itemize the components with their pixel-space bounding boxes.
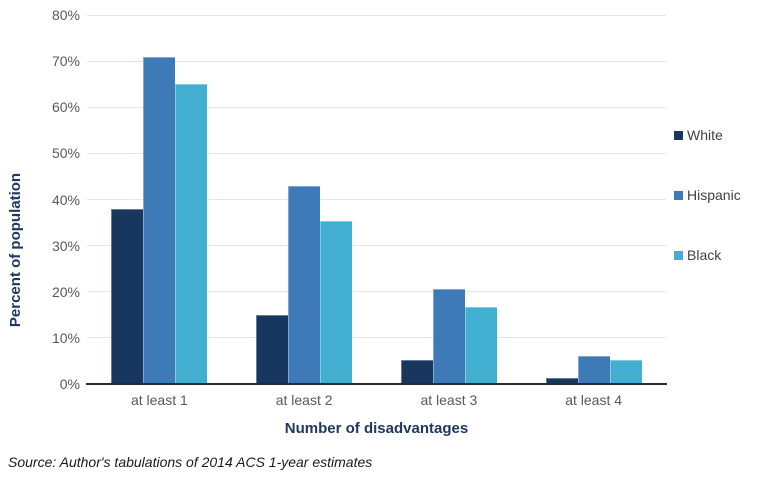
bar-black-at-least-1: [175, 84, 208, 384]
gridline-60: [87, 106, 666, 108]
bar-white-at-least-3: [400, 359, 433, 384]
bar-white-at-least-1: [111, 208, 144, 384]
legend-item-black: Black: [674, 247, 721, 264]
legend-item-white: White: [674, 127, 723, 144]
bar-hispanic-at-least-1: [143, 56, 176, 384]
y-tick-label-20: 20%: [51, 283, 80, 300]
gridline-40: [87, 199, 666, 200]
gridline-30: [87, 245, 666, 247]
bar-black-at-least-4: [609, 360, 642, 384]
y-tick-label-0: 0%: [59, 376, 80, 392]
y-tick-label-70: 70%: [51, 53, 80, 70]
bar-hispanic-at-least-2: [288, 185, 321, 384]
legend-swatch-hispanic: [674, 191, 683, 200]
gridline-80: [87, 14, 666, 16]
bar-hispanic-at-least-4: [577, 356, 610, 384]
bar-white-at-least-4: [545, 378, 578, 384]
gridline-70: [87, 60, 666, 62]
gridline-50: [87, 152, 666, 154]
bar-hispanic-at-least-3: [432, 288, 465, 384]
y-tick-label-40: 40%: [51, 191, 80, 208]
y-tick-label-80: 80%: [51, 7, 80, 23]
x-category-label-at-least-4: at least 4: [565, 392, 623, 408]
legend-swatch-black: [674, 251, 683, 260]
legend-swatch-white: [674, 131, 683, 140]
x-category-label-at-least-1: at least 1: [130, 392, 188, 408]
x-axis-line: [86, 383, 667, 385]
bar-black-at-least-2: [320, 220, 353, 384]
bar-black-at-least-3: [464, 306, 497, 384]
y-tick-label-30: 30%: [51, 237, 80, 254]
source-note: Source: Author's tabulations of 2014 ACS…: [8, 454, 373, 470]
legend-label-hispanic: Hispanic: [687, 187, 741, 203]
x-axis-title: Number of disadvantages: [284, 420, 469, 437]
y-tick-label-10: 10%: [51, 329, 80, 346]
gridline-10: [87, 337, 666, 339]
x-category-label-at-least-2: at least 2: [275, 392, 333, 408]
y-tick-label-60: 60%: [51, 99, 80, 116]
legend-label-black: Black: [687, 247, 722, 263]
bar-white-at-least-2: [256, 314, 289, 384]
x-category-label-at-least-3: at least 3: [420, 392, 478, 408]
legend-label-white: White: [687, 127, 723, 143]
gridline-20: [87, 291, 666, 293]
legend-item-hispanic: Hispanic: [674, 187, 741, 204]
y-tick-label-50: 50%: [51, 145, 80, 162]
y-axis-title: Percent of population: [7, 172, 24, 328]
